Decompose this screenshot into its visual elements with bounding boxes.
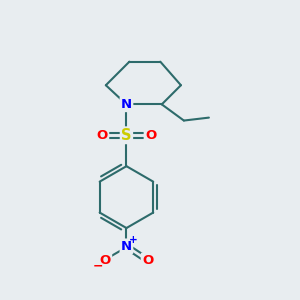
Text: −: − <box>93 259 103 272</box>
Text: O: O <box>100 254 111 267</box>
Text: O: O <box>142 254 153 267</box>
Text: O: O <box>145 129 156 142</box>
Text: S: S <box>121 128 132 143</box>
Text: N: N <box>121 240 132 253</box>
Text: +: + <box>129 235 138 244</box>
Text: O: O <box>97 129 108 142</box>
Text: N: N <box>121 98 132 111</box>
